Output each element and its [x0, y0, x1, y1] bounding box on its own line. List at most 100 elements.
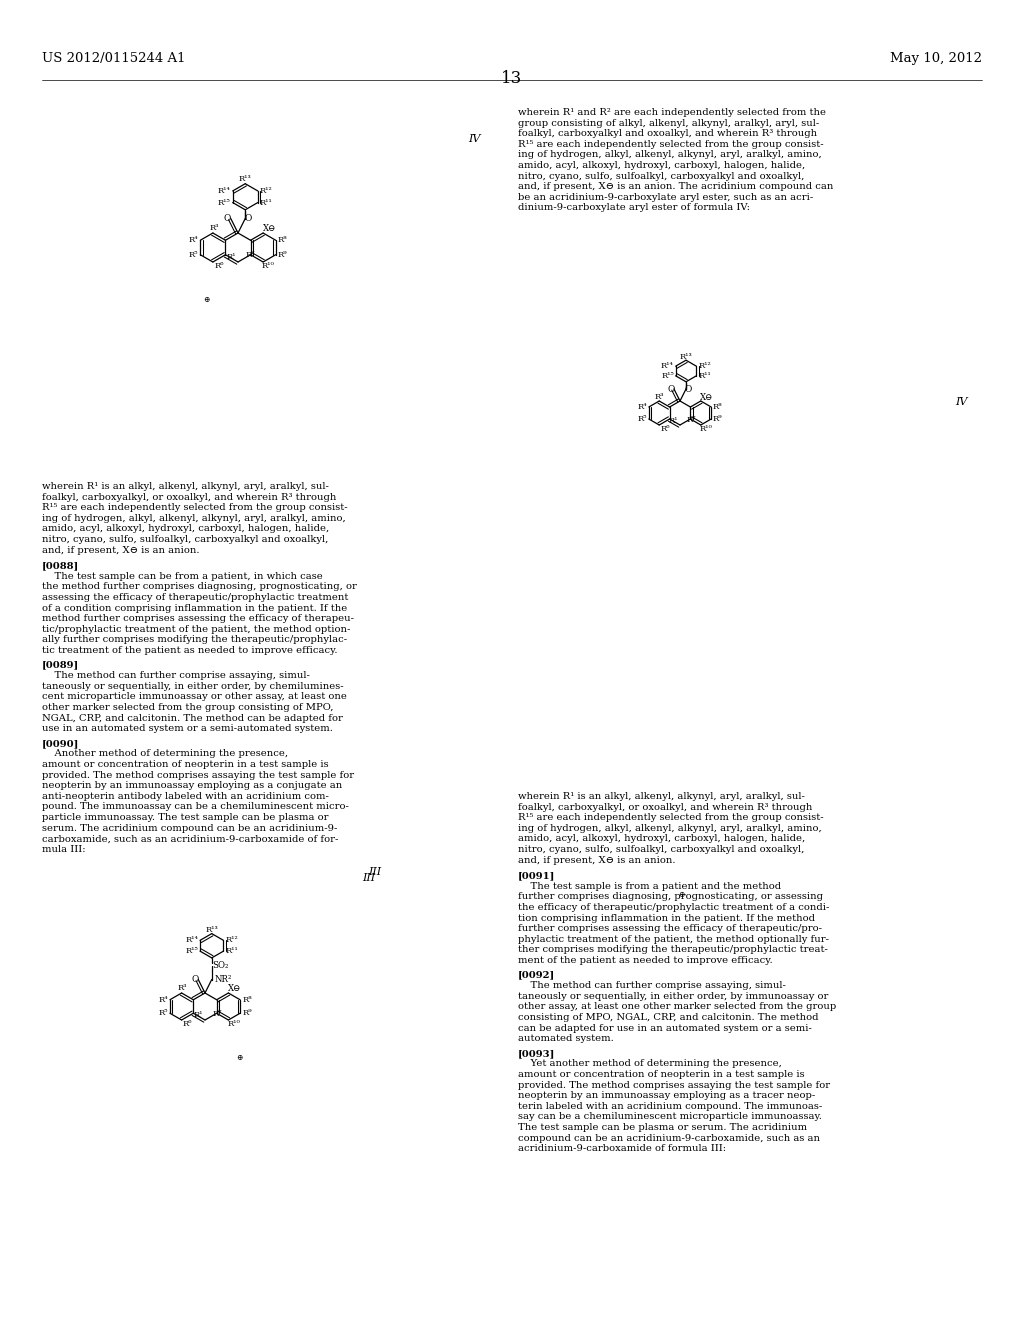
Text: O: O [245, 214, 252, 223]
Text: R⁶: R⁶ [183, 1020, 193, 1028]
Text: other marker selected from the group consisting of MPO,: other marker selected from the group con… [42, 704, 334, 711]
Text: ally further comprises modifying the therapeutic/prophylac-: ally further comprises modifying the the… [42, 635, 347, 644]
Text: R⁸: R⁸ [278, 236, 288, 244]
Text: The method can further comprise assaying, simul-: The method can further comprise assaying… [42, 671, 310, 680]
Text: IV: IV [955, 397, 968, 407]
Text: R¹¹: R¹¹ [698, 372, 711, 380]
Text: the efficacy of therapeutic/prophylactic treatment of a condi-: the efficacy of therapeutic/prophylactic… [518, 903, 829, 912]
Text: The test sample is from a patient and the method: The test sample is from a patient and th… [518, 882, 781, 891]
Text: X⊖: X⊖ [262, 224, 276, 234]
Text: R¹⁰: R¹⁰ [699, 425, 713, 433]
Text: ing of hydrogen, alkyl, alkenyl, alkynyl, aryl, aralkyl, amino,: ing of hydrogen, alkyl, alkenyl, alkynyl… [518, 150, 821, 160]
Text: Another method of determining the presence,: Another method of determining the presen… [42, 750, 288, 759]
Text: the method further comprises diagnosing, prognosticating, or: the method further comprises diagnosing,… [42, 582, 357, 591]
Text: R³: R³ [655, 393, 665, 401]
Text: R¹³: R¹³ [680, 352, 692, 360]
Text: R¹⁰: R¹⁰ [227, 1020, 240, 1028]
Text: The method can further comprise assaying, simul-: The method can further comprise assaying… [518, 981, 785, 990]
Text: R⁷: R⁷ [687, 416, 696, 424]
Text: R¹⁵: R¹⁵ [218, 198, 230, 206]
Text: automated system.: automated system. [518, 1034, 613, 1043]
Text: nitro, cyano, sulfo, sulfoalkyl, carboxyalkyl and oxoalkyl,: nitro, cyano, sulfo, sulfoalkyl, carboxy… [518, 172, 805, 181]
Text: R⁸: R⁸ [713, 403, 723, 411]
Text: [0093]: [0093] [518, 1049, 555, 1057]
Text: wherein R¹ is an alkyl, alkenyl, alkynyl, aryl, aralkyl, sul-: wherein R¹ is an alkyl, alkenyl, alkynyl… [42, 482, 329, 491]
Text: carboxamide, such as an acridinium-9-carboxamide of for-: carboxamide, such as an acridinium-9-car… [42, 834, 338, 843]
Text: R⁴: R⁴ [188, 236, 199, 244]
Text: R⁵: R⁵ [188, 251, 199, 259]
Text: R⁹: R⁹ [278, 251, 288, 259]
Text: Yet another method of determining the presence,: Yet another method of determining the pr… [518, 1060, 782, 1068]
Text: tion comprising inflammation in the patient. If the method: tion comprising inflammation in the pati… [518, 913, 815, 923]
Text: R³: R³ [210, 224, 219, 232]
Text: R¹⁴: R¹⁴ [185, 936, 198, 944]
Text: use in an automated system or a semi-automated system.: use in an automated system or a semi-aut… [42, 725, 333, 733]
Text: wherein R¹ is an alkyl, alkenyl, alkynyl, aryl, aralkyl, sul-: wherein R¹ is an alkyl, alkenyl, alkynyl… [518, 792, 805, 801]
Text: provided. The method comprises assaying the test sample for: provided. The method comprises assaying … [518, 1081, 830, 1089]
Text: R⁸: R⁸ [242, 995, 252, 1003]
Text: acridinium-9-carboxamide of formula III:: acridinium-9-carboxamide of formula III: [518, 1144, 726, 1154]
Text: ing of hydrogen, alkyl, alkenyl, alkynyl, aryl, aralkyl, amino,: ing of hydrogen, alkyl, alkenyl, alkynyl… [518, 824, 821, 833]
Text: say can be a chemiluminescent microparticle immunoassay.: say can be a chemiluminescent microparti… [518, 1113, 822, 1122]
Text: method further comprises assessing the efficacy of therapeu-: method further comprises assessing the e… [42, 614, 354, 623]
Text: O: O [685, 384, 692, 393]
Text: R¹⁴: R¹⁴ [218, 187, 230, 195]
Text: R⁹: R⁹ [713, 414, 723, 422]
Text: ⊕: ⊕ [236, 1053, 243, 1063]
Text: and, if present, X⊖ is an anion. The acridinium compound can: and, if present, X⊖ is an anion. The acr… [518, 182, 834, 191]
Text: can be adapted for use in an automated system or a semi-: can be adapted for use in an automated s… [518, 1023, 812, 1032]
Text: cent microparticle immunoassay or other assay, at least one: cent microparticle immunoassay or other … [42, 693, 347, 701]
Text: 13: 13 [502, 70, 522, 87]
Text: III: III [368, 867, 381, 878]
Text: serum. The acridinium compound can be an acridinium-9-: serum. The acridinium compound can be an… [42, 824, 337, 833]
Text: particle immunoassay. The test sample can be plasma or: particle immunoassay. The test sample ca… [42, 813, 329, 822]
Text: R¹³: R¹³ [206, 927, 218, 935]
Text: other assay, at least one other marker selected from the group: other assay, at least one other marker s… [518, 1002, 837, 1011]
Text: [0091]: [0091] [518, 871, 555, 880]
Text: phylactic treatment of the patient, the method optionally fur-: phylactic treatment of the patient, the … [518, 935, 829, 944]
Text: group consisting of alkyl, alkenyl, alkynyl, aralkyl, aryl, sul-: group consisting of alkyl, alkenyl, alky… [518, 119, 819, 128]
Text: R¹¹: R¹¹ [260, 198, 272, 206]
Text: R⁵: R⁵ [638, 414, 647, 422]
Text: compound can be an acridinium-9-carboxamide, such as an: compound can be an acridinium-9-carboxam… [518, 1134, 820, 1143]
Text: R¹¹: R¹¹ [225, 948, 239, 956]
Text: NGAL, CRP, and calcitonin. The method can be adapted for: NGAL, CRP, and calcitonin. The method ca… [42, 714, 343, 722]
Text: anti-neopterin antibody labeled with an acridinium com-: anti-neopterin antibody labeled with an … [42, 792, 329, 801]
Text: X⊖: X⊖ [700, 393, 714, 401]
Text: III: III [362, 874, 375, 883]
Text: tic/prophylactic treatment of the patient, the method option-: tic/prophylactic treatment of the patien… [42, 624, 350, 634]
Text: taneously or sequentially, in either order, by immunoassay or: taneously or sequentially, in either ord… [518, 991, 828, 1001]
Text: and, if present, X⊖ is an anion.: and, if present, X⊖ is an anion. [42, 545, 200, 554]
Text: amido, acyl, alkoxyl, hydroxyl, carboxyl, halogen, halide,: amido, acyl, alkoxyl, hydroxyl, carboxyl… [518, 161, 805, 170]
Text: amount or concentration of neopterin in a test sample is: amount or concentration of neopterin in … [518, 1071, 805, 1078]
Text: pound. The immunoassay can be a chemiluminescent micro-: pound. The immunoassay can be a chemilum… [42, 803, 349, 812]
Text: [0090]: [0090] [42, 739, 80, 748]
Text: assessing the efficacy of therapeutic/prophylactic treatment: assessing the efficacy of therapeutic/pr… [42, 593, 348, 602]
Text: May 10, 2012: May 10, 2012 [890, 51, 982, 65]
Text: amido, acyl, alkoxyl, hydroxyl, carboxyl, halogen, halide,: amido, acyl, alkoxyl, hydroxyl, carboxyl… [518, 834, 805, 843]
Text: ing of hydrogen, alkyl, alkenyl, alkynyl, aryl, aralkyl, amino,: ing of hydrogen, alkyl, alkenyl, alkynyl… [42, 513, 346, 523]
Text: [0088]: [0088] [42, 561, 79, 570]
Text: R¹⁵ are each independently selected from the group consist-: R¹⁵ are each independently selected from… [518, 140, 823, 149]
Text: and, if present, X⊖ is an anion.: and, if present, X⊖ is an anion. [518, 855, 676, 865]
Text: R¹³: R¹³ [239, 176, 252, 183]
Text: further comprises assessing the efficacy of therapeutic/pro-: further comprises assessing the efficacy… [518, 924, 822, 933]
Text: NR²: NR² [215, 974, 232, 983]
Text: nitro, cyano, sulfo, sulfoalkyl, carboxyalkyl and oxoalkyl,: nitro, cyano, sulfo, sulfoalkyl, carboxy… [518, 845, 805, 854]
Text: The test sample can be from a patient, in which case: The test sample can be from a patient, i… [42, 572, 323, 581]
Text: R⁶: R⁶ [214, 263, 224, 271]
Text: X⊖: X⊖ [228, 985, 242, 994]
Text: neopterin by an immunoassay employing as a tracer neop-: neopterin by an immunoassay employing as… [518, 1092, 815, 1100]
Text: R¹: R¹ [194, 1011, 203, 1019]
Text: R³: R³ [178, 985, 187, 993]
Text: US 2012/0115244 A1: US 2012/0115244 A1 [42, 51, 185, 65]
Text: The test sample can be plasma or serum. The acridinium: The test sample can be plasma or serum. … [518, 1123, 807, 1133]
Text: amido, acyl, alkoxyl, hydroxyl, carboxyl, halogen, halide,: amido, acyl, alkoxyl, hydroxyl, carboxyl… [42, 524, 330, 533]
Text: foalkyl, carboxyalkyl, or oxoalkyl, and wherein R³ through: foalkyl, carboxyalkyl, or oxoalkyl, and … [518, 803, 812, 812]
Text: R¹: R¹ [226, 253, 236, 261]
Text: [0092]: [0092] [518, 970, 555, 979]
Text: SO₂: SO₂ [212, 961, 228, 970]
Text: ⊕: ⊕ [203, 296, 209, 304]
Text: R⁴: R⁴ [159, 995, 168, 1003]
Text: be an acridinium-9-carboxylate aryl ester, such as an acri-: be an acridinium-9-carboxylate aryl este… [518, 193, 813, 202]
